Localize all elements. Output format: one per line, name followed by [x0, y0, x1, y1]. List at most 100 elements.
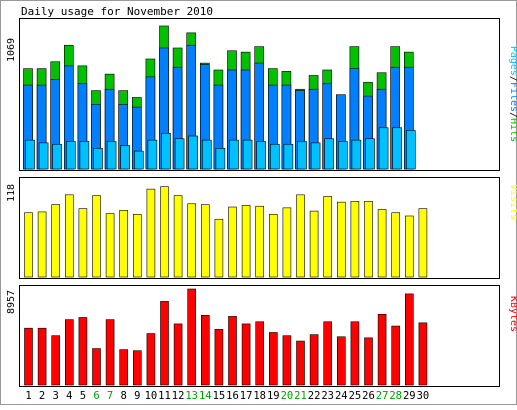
visits-bar-17 — [241, 205, 251, 278]
visits-bar-24 — [336, 201, 346, 278]
pages-bar-19 — [269, 143, 280, 170]
visits-bar-11 — [160, 186, 169, 278]
legend-part-4: Hits — [508, 118, 517, 142]
visits-bar-1 — [24, 212, 33, 278]
visits-bar-10 — [146, 188, 156, 278]
visits-bar-7 — [105, 213, 115, 278]
kbytes-bar-8 — [119, 349, 128, 386]
kbytes-bar-30 — [418, 322, 428, 386]
day-label-28: 28 — [389, 390, 402, 402]
visits-bar-30 — [418, 208, 428, 278]
legend-hits-panel: Pages/Files/Hits — [508, 46, 517, 142]
visits-bar-18 — [255, 205, 264, 278]
day-label-7: 7 — [107, 390, 113, 402]
pages-bar-28 — [392, 127, 403, 170]
legend-part-3: / — [508, 112, 517, 118]
kbytes-bar-4 — [65, 319, 74, 386]
ymax-label-visits-panel: 118 — [6, 184, 17, 202]
day-label-24: 24 — [335, 390, 348, 402]
visits-bar-23 — [323, 196, 333, 278]
day-label-9: 9 — [134, 390, 140, 402]
kbytes-bar-2 — [37, 327, 47, 386]
day-label-19: 19 — [267, 390, 280, 402]
visits-bar-3 — [51, 204, 61, 278]
pages-bar-26 — [365, 138, 375, 170]
pages-bar-16 — [229, 139, 239, 170]
day-label-21: 21 — [294, 390, 307, 402]
ymax-label-kbytes-panel: 8957 — [6, 290, 17, 314]
kbytes-bar-16 — [228, 316, 237, 386]
day-label-5: 5 — [80, 390, 86, 402]
kbytes-bar-25 — [350, 321, 360, 386]
day-label-20: 20 — [281, 390, 294, 402]
chart-title: Daily usage for November 2010 — [21, 5, 213, 18]
day-label-23: 23 — [321, 390, 334, 402]
legend-kbytes: KBytes — [508, 296, 517, 332]
visits-bar-6 — [92, 195, 101, 278]
visits-bar-9 — [133, 214, 142, 278]
visits-bar-15 — [214, 218, 224, 278]
day-label-25: 25 — [349, 390, 362, 402]
visits-bar-28 — [391, 212, 401, 278]
visits-bar-8 — [119, 209, 128, 278]
pages-bar-18 — [256, 141, 267, 170]
pages-bar-17 — [242, 139, 253, 170]
visits-bar-26 — [364, 201, 373, 278]
kbytes-bar-18 — [255, 321, 264, 386]
day-label-13: 13 — [185, 390, 198, 402]
pages-bar-27 — [378, 127, 389, 170]
pages-bar-24 — [337, 141, 348, 170]
visits-bar-14 — [201, 204, 210, 278]
kbytes-bar-24 — [336, 336, 346, 386]
kbytes-bar-28 — [391, 325, 401, 386]
day-label-17: 17 — [240, 390, 253, 402]
kbytes-bar-27 — [377, 313, 387, 386]
day-label-26: 26 — [362, 390, 375, 402]
pages-bar-12 — [174, 138, 185, 170]
day-label-11: 11 — [158, 390, 171, 402]
day-label-8: 8 — [121, 390, 127, 402]
kbytes-bar-22 — [309, 334, 319, 386]
pages-bar-13 — [188, 135, 198, 170]
legend-part-0: Pages — [508, 46, 517, 76]
kbytes-bar-9 — [133, 350, 142, 386]
day-label-10: 10 — [145, 390, 158, 402]
kbytes-bar-21 — [296, 340, 305, 386]
pages-bar-15 — [215, 148, 226, 170]
day-label-29: 29 — [403, 390, 416, 402]
ymax-label-hits-panel: 1069 — [6, 38, 17, 62]
pages-bar-21 — [297, 141, 307, 170]
visits-bar-19 — [268, 214, 278, 278]
kbytes-bar-10 — [146, 333, 156, 386]
pages-bar-6 — [93, 148, 103, 170]
day-label-16: 16 — [226, 390, 239, 402]
day-label-12: 12 — [172, 390, 185, 402]
pages-bar-9 — [134, 150, 144, 170]
kbytes-bar-23 — [323, 321, 333, 386]
pages-bar-25 — [351, 139, 362, 170]
pages-bar-8 — [120, 145, 130, 170]
day-label-18: 18 — [253, 390, 266, 402]
pages-bar-2 — [38, 142, 49, 170]
pages-bar-7 — [106, 141, 117, 170]
day-label-14: 14 — [199, 390, 212, 402]
kbytes-bar-6 — [92, 348, 101, 386]
visits-bar-2 — [37, 211, 47, 278]
pages-bar-1 — [25, 139, 35, 170]
day-label-1: 1 — [25, 390, 31, 402]
legend-visits: Visits — [508, 184, 517, 220]
pages-bar-3 — [52, 143, 63, 170]
pages-bar-4 — [66, 141, 76, 170]
visits-bar-22 — [309, 210, 319, 278]
kbytes-bar-26 — [364, 337, 373, 386]
visits-bar-20 — [282, 207, 292, 278]
pages-bar-22 — [310, 142, 321, 170]
day-label-2: 2 — [39, 390, 45, 402]
kbytes-bar-13 — [187, 288, 196, 386]
kbytes-bar-17 — [241, 323, 251, 386]
pages-bar-11 — [161, 132, 171, 170]
visits-bar-25 — [350, 201, 360, 278]
legend-part-1: / — [508, 76, 517, 82]
